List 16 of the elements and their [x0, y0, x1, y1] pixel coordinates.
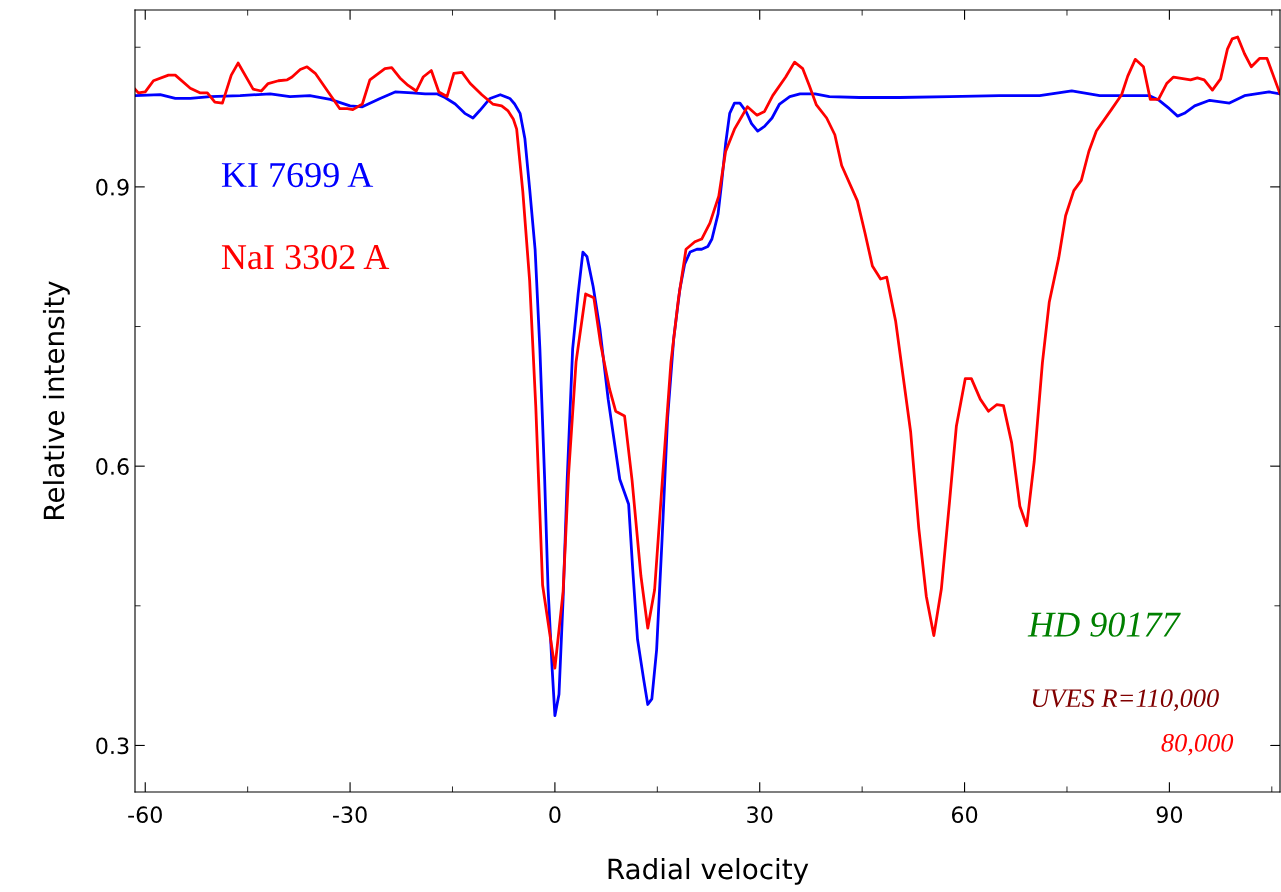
- x-tick-label: -60: [128, 806, 162, 824]
- annotation: HD 90177: [1027, 612, 1181, 637]
- annotation: 80,000: [1161, 733, 1234, 756]
- x-tick-label: 30: [747, 806, 773, 824]
- y-tick-label: 0.3: [96, 737, 129, 755]
- y-axis-title: Relative intensity: [42, 281, 70, 519]
- x-tick-label: 0: [549, 806, 561, 824]
- annotation: UVES R=110,000: [1032, 689, 1219, 711]
- y-tick-label: 0.9: [96, 178, 129, 196]
- x-tick-label: 60: [951, 806, 978, 824]
- series-label: KI 7699 A: [221, 162, 374, 188]
- x-tick-label: -30: [333, 806, 367, 824]
- text: NaI 3302 A: [221, 244, 390, 270]
- y-tick-label: 0.6: [96, 458, 129, 475]
- x-tick-label: 90: [1156, 806, 1183, 824]
- x-axis-title: Radial velocity: [608, 857, 809, 885]
